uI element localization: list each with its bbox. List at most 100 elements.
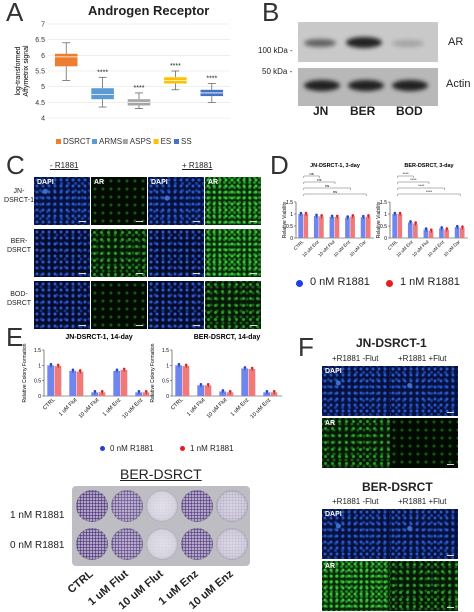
data-point — [440, 226, 444, 229]
y-tick-label: 4 — [41, 116, 45, 123]
scale-bar — [79, 325, 86, 326]
significance-label: **** — [426, 189, 433, 194]
plate-well — [216, 528, 248, 560]
bar — [54, 365, 62, 396]
box-arms — [91, 88, 114, 100]
data-point — [93, 390, 97, 393]
data-point — [228, 390, 232, 393]
bar — [423, 229, 429, 238]
data-point — [414, 221, 417, 224]
legend-swatch — [153, 139, 159, 144]
y-tick-label: 5 — [41, 84, 45, 91]
marker-50kda: 50 kDa - — [262, 67, 293, 76]
microscopy-tile — [390, 366, 458, 416]
microscopy-tile — [91, 229, 147, 277]
microscopy-tile: DAPI — [34, 177, 90, 225]
legend-label-0nm: 0 nM R1881 — [110, 444, 154, 453]
significance-label: **** — [170, 63, 181, 70]
bar — [175, 365, 183, 396]
stain-label-ar: AR — [208, 179, 219, 186]
bar — [313, 215, 319, 238]
scale-bar — [193, 325, 200, 326]
microscopy-tile — [34, 229, 90, 277]
chart-title: JN-DSRCT-1, 14-day — [65, 334, 132, 341]
data-point — [100, 390, 104, 393]
panel-letter-a: A — [6, 0, 24, 27]
data-point — [367, 214, 370, 217]
significance-label: **** — [206, 76, 217, 83]
scale-bar — [447, 607, 454, 608]
y-tick-label: 1.5 — [380, 200, 387, 206]
x-tick-label: 10 uM Flut — [206, 397, 229, 420]
bar — [350, 216, 355, 238]
legend-swatch — [92, 139, 97, 144]
microscopy-tile: AR — [322, 418, 390, 468]
western-blot — [298, 22, 438, 106]
bar — [135, 392, 143, 396]
plate-col-label: CTRL — [65, 568, 96, 597]
y-tick-label: 0.5 — [34, 379, 41, 385]
bar — [454, 227, 460, 238]
x-tick-label: 10 uM Dar — [443, 239, 462, 258]
microscopy-tile — [91, 281, 147, 329]
data-point — [137, 390, 141, 393]
significance-bracket — [397, 181, 430, 184]
panel-a-title: Androgen Receptor — [88, 3, 210, 18]
scale-bar — [136, 221, 143, 222]
actin-band-bod — [392, 80, 428, 91]
data-point — [315, 213, 318, 217]
panel-e-chart-ber: BER-DSRCT, 14-day Relative Colony Formati… — [150, 334, 282, 420]
data-point — [206, 382, 210, 386]
significance-bracket — [303, 175, 320, 178]
plate-well — [111, 490, 143, 522]
panel-letter-f: F — [298, 332, 314, 362]
y-axis-label-line2: Affymetrix signal — [23, 45, 30, 97]
bar — [113, 370, 121, 396]
y-tick-label: 0 — [38, 394, 41, 400]
bar — [334, 216, 340, 238]
bar — [248, 369, 256, 396]
stain-label-dapi: DAPI — [325, 368, 342, 375]
x-tick-label: CTRL — [387, 239, 399, 251]
significance-bracket — [303, 193, 367, 196]
microscopy-tile — [205, 281, 261, 329]
legend-swatch — [122, 139, 128, 144]
data-point — [49, 363, 53, 366]
legend-label-0nm: 0 nM R1881 — [310, 276, 370, 288]
actin-band-jn — [304, 80, 340, 91]
microscopy-tile — [390, 418, 458, 468]
panel-f-title-jn: JN-DSRCT-1 — [356, 336, 427, 350]
stain-label-dapi: DAPI — [37, 179, 54, 186]
stain-label-dapi: DAPI — [325, 511, 342, 518]
data-point — [409, 220, 412, 223]
y-axis-label: Relative Viability — [376, 201, 382, 238]
stain-label-ar: AR — [94, 179, 105, 186]
bar — [142, 392, 150, 396]
panel-e-legend: 0 nM R1881 1 nM R1881 — [82, 444, 292, 456]
bar — [298, 214, 303, 238]
x-tick-label: 10 uM Dar — [349, 239, 368, 258]
x-tick-label: 10 uM Enz — [122, 397, 145, 420]
y-tick-label: 1.5 — [34, 348, 41, 354]
legend-label: ES — [161, 137, 172, 146]
data-point — [184, 363, 188, 367]
significance-bracket — [397, 175, 414, 178]
plate-title: BER-DSRCT — [120, 466, 202, 482]
bar — [319, 216, 324, 238]
data-point — [429, 228, 433, 232]
legend-label: ASPS — [130, 137, 151, 146]
significance-label: **** — [410, 177, 417, 182]
data-point — [346, 215, 350, 218]
significance-label: ns — [309, 171, 313, 176]
y-tick-label: 0.5 — [162, 379, 169, 385]
plate-well — [146, 528, 178, 560]
y-tick-label: 0 — [290, 236, 293, 242]
x-tick-label: 10 uM Flut — [78, 397, 101, 420]
microscopy-tile — [390, 509, 458, 559]
data-point — [265, 390, 269, 393]
ar-band-ber — [346, 37, 382, 48]
y-tick-label: 5.5 — [35, 69, 45, 76]
bar — [182, 365, 190, 396]
bar — [459, 227, 465, 238]
significance-bracket — [303, 181, 336, 184]
